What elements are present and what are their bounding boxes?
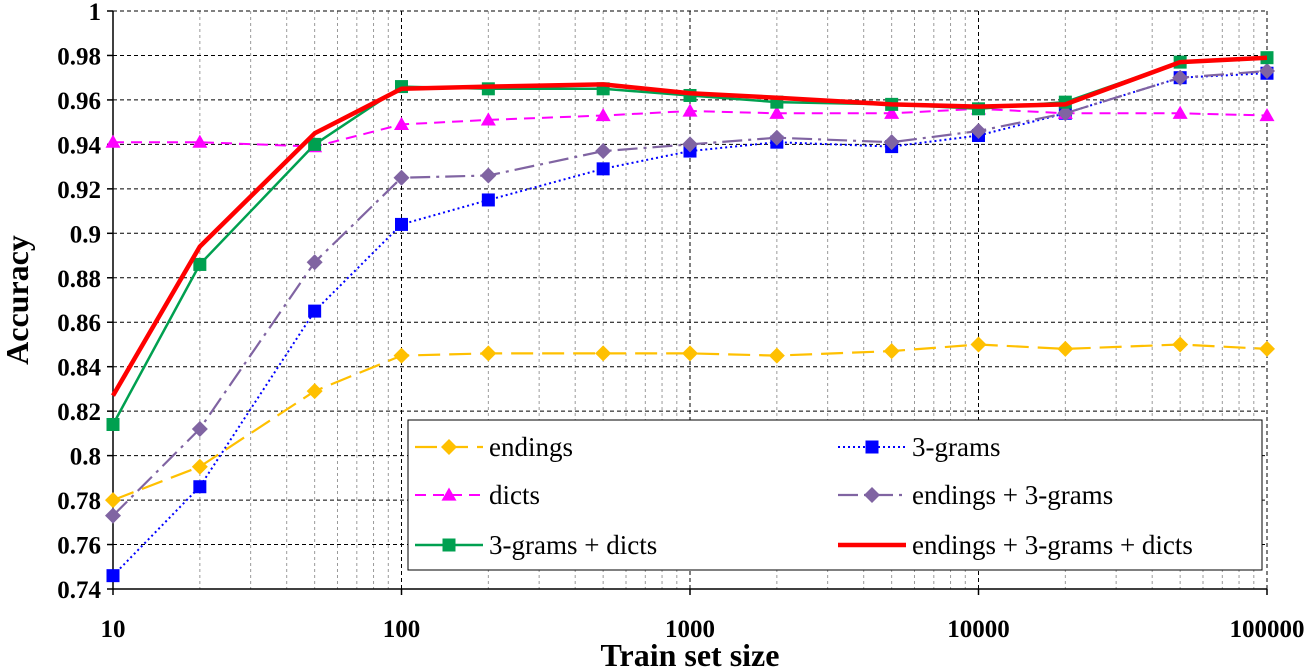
data-point xyxy=(883,134,900,151)
series-layer xyxy=(105,51,1275,583)
legend-label: endings + 3-grams + dicts xyxy=(912,530,1193,560)
legend-entry: 3-grams + dicts xyxy=(415,530,657,560)
data-point xyxy=(768,347,785,364)
series-endings-3-grams xyxy=(105,63,1275,524)
data-point xyxy=(884,105,900,119)
data-point xyxy=(970,123,987,140)
data-point xyxy=(1259,63,1275,80)
data-point xyxy=(595,107,611,122)
legend-entry: dicts xyxy=(415,480,540,510)
data-point xyxy=(1259,340,1275,357)
data-point xyxy=(306,383,323,400)
legend-marker xyxy=(441,439,457,455)
data-point xyxy=(306,254,323,271)
data-point xyxy=(1057,105,1074,122)
y-tick-label: 0.78 xyxy=(57,488,101,515)
data-point xyxy=(1057,340,1074,357)
y-tick-label: 1 xyxy=(89,0,102,26)
data-point xyxy=(595,143,612,160)
legend: endings 3-grams dicts endings + 3-grams 3-gr… xyxy=(407,419,1263,571)
x-tick-label: 100 xyxy=(383,616,421,643)
data-point xyxy=(970,336,987,353)
y-tick-label: 0.84 xyxy=(57,355,101,382)
legend-label: endings xyxy=(489,432,573,462)
data-point xyxy=(193,257,207,271)
y-tick-label: 0.9 xyxy=(70,221,101,248)
data-point xyxy=(394,116,409,131)
y-tick-label: 0.96 xyxy=(57,88,101,115)
legend-box xyxy=(407,419,1263,571)
data-point xyxy=(480,112,496,126)
data-point xyxy=(480,167,497,184)
x-tick-label: 10 xyxy=(101,616,126,643)
data-point xyxy=(1172,336,1189,353)
y-tick-label: 0.92 xyxy=(57,177,101,204)
legend-marker xyxy=(865,440,879,454)
y-tick-label: 0.98 xyxy=(57,43,101,70)
legend-marker xyxy=(441,487,457,501)
y-tick-label: 0.8 xyxy=(70,444,101,471)
data-point xyxy=(192,134,208,148)
data-point xyxy=(106,569,120,583)
legend-label: 3-grams xyxy=(912,432,1000,462)
data-point xyxy=(193,480,207,494)
x-tick-label: 1000 xyxy=(665,616,715,643)
y-tick-label: 0.86 xyxy=(57,310,101,337)
data-point xyxy=(883,343,900,360)
x-tick-label: 10000 xyxy=(947,616,1010,643)
legend-label: endings + 3-grams xyxy=(912,480,1113,510)
y-tick-label: 0.74 xyxy=(57,577,101,604)
data-point xyxy=(480,345,497,362)
data-point xyxy=(682,103,698,117)
data-point xyxy=(1172,69,1189,86)
data-point xyxy=(393,347,410,364)
x-tick-label: 100000 xyxy=(1230,616,1305,643)
y-tick-label: 0.94 xyxy=(57,132,101,159)
data-point xyxy=(105,134,121,148)
axes: 0.74 0.76 0.78 0.8 0.82 0.84 0.86 0.88 0.9 0.92 0.… xyxy=(57,0,1304,643)
legend-entry: 3-grams xyxy=(838,432,1000,462)
data-point xyxy=(191,458,208,475)
data-point xyxy=(395,217,408,231)
data-point xyxy=(595,345,612,362)
legend-label: 3-grams + dicts xyxy=(489,530,657,560)
legend-entry: endings + 3-grams + dicts xyxy=(838,530,1193,560)
data-point xyxy=(393,169,410,186)
y-tick-label: 0.76 xyxy=(57,533,101,560)
data-point xyxy=(106,417,120,431)
data-point xyxy=(1260,51,1274,65)
y-tick-label: 0.82 xyxy=(57,399,101,426)
data-point xyxy=(105,507,121,524)
y-tick-label: 0.88 xyxy=(57,266,101,293)
data-point xyxy=(481,193,495,207)
series-line xyxy=(111,55,1268,397)
data-point xyxy=(596,162,610,176)
series-endings-3-grams-dicts xyxy=(111,55,1268,397)
data-point xyxy=(768,129,785,146)
data-point xyxy=(1259,107,1275,122)
data-point xyxy=(682,345,698,362)
series-endings xyxy=(105,336,1275,509)
legend-marker xyxy=(864,487,880,503)
legend-label: dicts xyxy=(489,480,540,510)
legend-entry: endings + 3-grams xyxy=(838,480,1113,510)
data-point xyxy=(105,492,121,509)
legend-entry: endings xyxy=(415,432,573,462)
data-point xyxy=(308,304,322,318)
data-point xyxy=(191,420,208,437)
data-point xyxy=(682,136,698,153)
data-point xyxy=(308,137,322,151)
data-point xyxy=(1172,105,1188,119)
legend-marker xyxy=(442,538,456,552)
x-axis-title: Train set size xyxy=(601,637,780,670)
data-point xyxy=(769,105,785,119)
y-axis-title: Accuracy xyxy=(0,235,35,365)
